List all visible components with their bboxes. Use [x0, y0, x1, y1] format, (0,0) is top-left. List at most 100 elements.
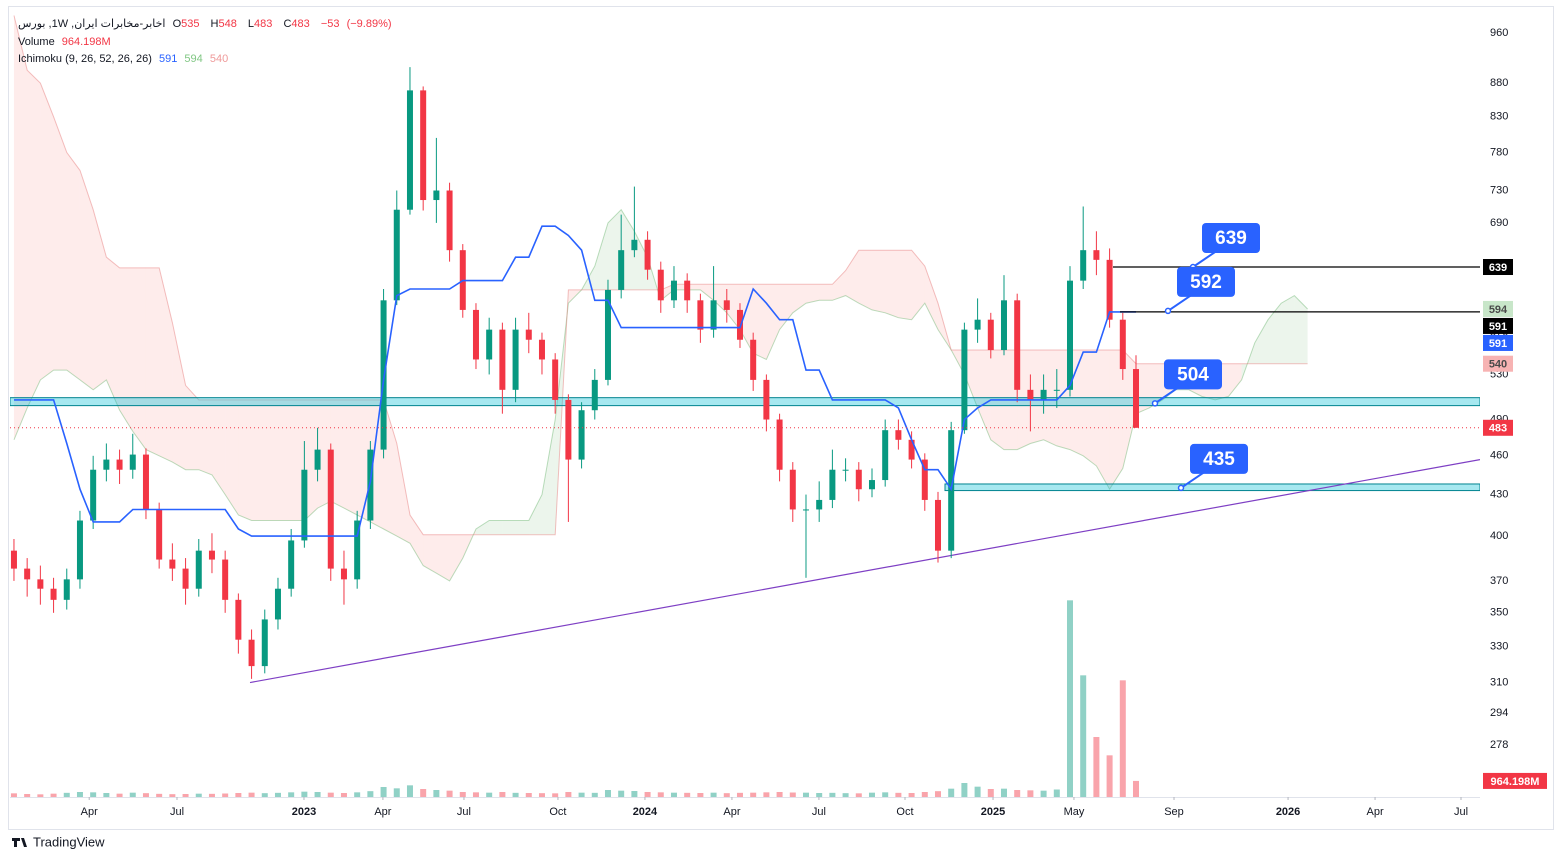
price-badge-label: 591	[1489, 321, 1507, 333]
y-tick-label: 830	[1490, 111, 1508, 123]
volume-bar	[129, 792, 136, 797]
cloud-fill	[396, 443, 410, 544]
y-tick-label: 310	[1490, 676, 1508, 688]
x-tick-label: Apr	[374, 806, 391, 818]
volume-bar	[684, 792, 691, 797]
trendline	[249, 458, 1480, 684]
cloud-fill	[53, 116, 67, 371]
candle-body	[116, 459, 123, 470]
cloud-fill	[1241, 342, 1255, 380]
volume-bar	[274, 792, 281, 797]
x-tick-label: Apr	[1366, 806, 1383, 818]
candle-body	[842, 469, 849, 471]
x-tick-label: Apr	[81, 806, 98, 818]
x-tick-label: Apr	[723, 806, 740, 818]
candle-body	[103, 459, 110, 470]
volume-bar	[776, 792, 783, 797]
cloud-fill	[409, 514, 424, 566]
cloud-fill	[317, 399, 331, 509]
candle-body	[367, 449, 374, 521]
x-tick-label: Oct	[896, 806, 913, 818]
cloud-fill	[330, 399, 344, 509]
volume-bar	[1066, 600, 1073, 797]
ohlc: C483	[283, 18, 313, 30]
cloud-fill	[449, 534, 463, 581]
price-badge	[1483, 419, 1513, 436]
cloud-fill	[568, 289, 582, 304]
x-tick-label: 2026	[1276, 806, 1300, 818]
volume-bar	[182, 794, 189, 797]
volume-bar	[697, 793, 704, 797]
volume-bar	[604, 790, 611, 797]
volume-name: Volume	[18, 35, 55, 48]
volume-bar	[921, 792, 928, 797]
ohlc-key: H	[210, 18, 219, 30]
price-badge-label: 483	[1489, 423, 1507, 435]
cloud-fill	[357, 399, 371, 522]
volume-bar	[459, 792, 466, 797]
volume-bar	[657, 792, 664, 797]
volume-bar	[908, 793, 915, 797]
cloud-fill	[475, 520, 490, 535]
candle-body	[961, 329, 968, 431]
cloud-fill	[198, 399, 212, 475]
volume-bar	[301, 791, 308, 797]
volume-bar	[723, 793, 730, 797]
candle-body	[591, 379, 598, 411]
x-tick-label: Sep	[1164, 806, 1184, 818]
candle-body	[142, 454, 149, 510]
volume-bar	[948, 788, 955, 797]
cloud-fill	[1294, 295, 1308, 364]
candle-body	[486, 329, 493, 360]
x-tick-label: Jul	[1454, 806, 1468, 818]
cloud-fill	[13, 15, 28, 440]
cloud-fill	[607, 209, 622, 290]
cloud-fill	[343, 399, 358, 515]
candle-body	[1132, 369, 1139, 428]
price-badge-label: 594	[1489, 304, 1508, 316]
cloud-fill	[871, 250, 886, 313]
volume-bar	[1040, 790, 1047, 797]
volume-badge	[1483, 772, 1547, 789]
candle-body	[354, 520, 361, 580]
cloud-fill	[489, 520, 503, 535]
price-badge	[1483, 300, 1513, 317]
cloud-fill	[119, 267, 133, 432]
volume-bar	[420, 789, 427, 797]
candle-body	[472, 309, 479, 360]
cloud-fill	[1135, 363, 1150, 414]
volume-bar	[763, 792, 770, 797]
candle-body	[802, 509, 809, 511]
candle-body	[565, 399, 572, 460]
cloud-fill	[898, 250, 912, 320]
cloud-fill	[1281, 295, 1295, 364]
volume-bar	[103, 793, 110, 797]
candle-body	[921, 459, 928, 500]
volume-bar	[1132, 780, 1139, 797]
price-badge-label: 639	[1489, 262, 1507, 274]
conversion-line	[14, 225, 1136, 537]
cloud-fill	[885, 250, 899, 318]
volume-bar	[314, 792, 321, 797]
candle-body	[525, 329, 532, 340]
cloud-fill	[383, 399, 397, 537]
volume-bar	[433, 790, 440, 797]
change-pct: (−9.89%)	[346, 18, 392, 30]
volume-bar	[208, 793, 215, 797]
volume-value: 964.198M	[61, 35, 111, 48]
candle-body	[393, 209, 400, 301]
candle-body	[604, 289, 611, 380]
candle-body	[684, 280, 691, 301]
volume-bar	[380, 787, 387, 797]
cloud-fill	[251, 399, 265, 521]
cloud-fill	[924, 266, 938, 330]
y-tick-label: 430	[1490, 488, 1508, 500]
cloud-fill	[951, 350, 965, 375]
volume-bar	[195, 793, 202, 797]
cloud-fill	[172, 322, 186, 470]
candle-body	[538, 339, 545, 360]
legend-row: اخابر-مخابرات ایران, 1W, بورس O535 H548 …	[18, 16, 396, 34]
cloud-fill	[1254, 319, 1269, 364]
volume-bar	[76, 792, 83, 797]
candle-body	[763, 379, 770, 420]
